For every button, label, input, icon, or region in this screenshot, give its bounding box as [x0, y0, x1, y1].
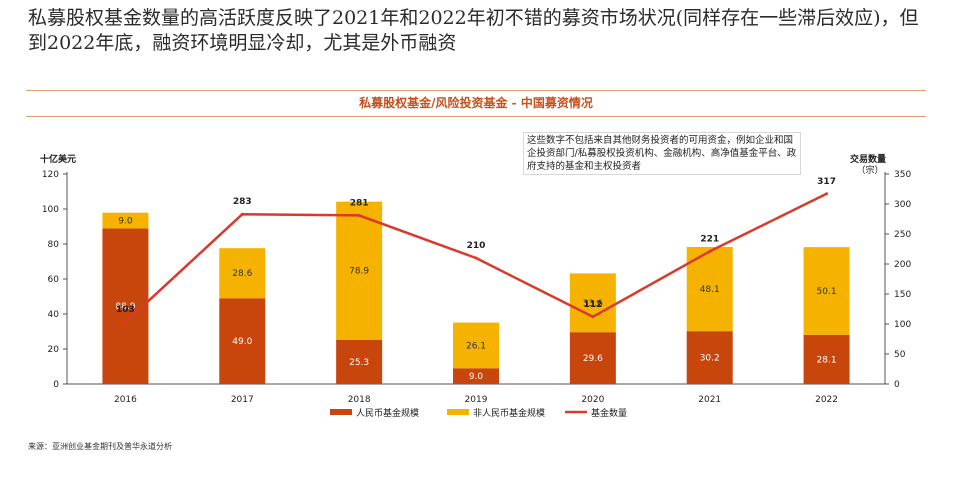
x-tick-label: 2020: [581, 395, 604, 405]
bar-non-rmb-label: 48.1: [700, 285, 720, 295]
title-rule-bottom: [26, 116, 926, 117]
left-tick-label: 60: [48, 275, 60, 285]
right-tick-label: 250: [894, 230, 911, 240]
bar-non-rmb-label: 33.6: [583, 299, 603, 309]
line-point-2018: [357, 213, 361, 217]
left-tick-label: 0: [53, 380, 59, 390]
bar-non-rmb-label: 78.9: [349, 267, 369, 277]
legend-label-0: 人民币基金规模: [356, 407, 419, 419]
bar-rmb-2021: [686, 331, 733, 384]
legend-label-1: 非人民币基金规模: [473, 407, 545, 419]
left-axis-label: 十亿美元: [40, 153, 76, 165]
bar-non-rmb-label: 50.1: [817, 287, 837, 297]
line-point-2022: [825, 192, 829, 196]
line-point-2020: [591, 315, 595, 319]
line-value-label: 283: [233, 197, 252, 207]
line-value-label: 281: [350, 198, 369, 208]
x-tick-label: 2016: [114, 395, 137, 405]
x-tick-label: 2022: [815, 395, 838, 405]
bar-rmb-label: 30.2: [700, 354, 720, 364]
bar-non-rmb-2017: [219, 248, 266, 299]
chart-note: 这些数字不包括来自其他财务投资者的可用资金，例如企业和国企投资部门/私募股权投资…: [523, 132, 801, 175]
left-tick-label: 20: [48, 345, 60, 355]
bar-rmb-label: 25.3: [349, 358, 369, 368]
right-tick-label: 200: [894, 260, 911, 270]
x-tick-label: 2021: [698, 395, 721, 405]
left-tick-label: 120: [42, 170, 59, 180]
bar-rmb-2019: [453, 368, 499, 384]
bar-non-rmb-2016: [102, 212, 149, 229]
bar-rmb-2016: [102, 228, 149, 384]
bar-non-rmb-2020: [569, 273, 616, 333]
legend-swatch-1: [447, 409, 469, 415]
bar-non-rmb-2019: [453, 322, 499, 369]
right-tick-label: 0: [894, 380, 900, 390]
right-tick-label: 150: [894, 290, 911, 300]
bar-non-rmb-label: 28.6: [232, 269, 252, 279]
chart-title: 私募股权基金/风险投资基金 - 中国募资情况: [359, 96, 593, 110]
line-value-label: 112: [583, 300, 602, 310]
line-value-label: 317: [817, 177, 836, 187]
line-point-2021: [708, 249, 712, 253]
bar-non-rmb-2018: [336, 201, 383, 340]
bar-non-rmb-2022: [803, 247, 850, 335]
right-tick-label: 100: [894, 320, 911, 330]
x-tick-label: 2018: [348, 395, 371, 405]
bar-rmb-label: 9.0: [469, 372, 484, 382]
line-point-2016: [123, 320, 127, 324]
bar-rmb-2017: [219, 298, 266, 384]
left-tick-label: 100: [42, 205, 59, 215]
title-rule-top: [26, 90, 926, 91]
bar-rmb-2018: [336, 339, 383, 384]
legend-label-2: 基金数量: [591, 407, 627, 419]
legend-swatch-0: [330, 409, 352, 415]
line-value-label: 221: [700, 234, 719, 244]
left-tick-label: 40: [48, 310, 60, 320]
bar-non-rmb-label: 9.0: [118, 217, 133, 227]
line-point-2019: [474, 256, 478, 260]
line-value-label: 103: [116, 305, 135, 315]
x-tick-label: 2017: [231, 395, 254, 405]
right-axis-label-1: 交易数量: [850, 153, 886, 165]
bar-rmb-2020: [569, 332, 616, 384]
bar-rmb-2022: [803, 334, 850, 384]
line-value-label: 210: [467, 241, 486, 251]
line-point-2017: [240, 212, 244, 216]
bar-non-rmb-label: 26.1: [466, 341, 486, 351]
bar-rmb-label: 29.6: [583, 354, 603, 364]
x-tick-label: 2019: [465, 395, 488, 405]
bar-rmb-label: 88.9: [115, 302, 135, 312]
left-tick-label: 80: [48, 240, 60, 250]
right-tick-label: 50: [894, 350, 906, 360]
source-note: 来源：亚洲创业基金期刊及普华永道分析: [28, 442, 172, 451]
bar-rmb-label: 49.0: [232, 337, 252, 347]
headline: 私募股权基金数量的高活跃度反映了2021年和2022年初不错的募资市场状况(同样…: [28, 7, 919, 54]
right-tick-label: 300: [894, 200, 911, 210]
bar-rmb-label: 28.1: [817, 355, 837, 365]
right-tick-label: 350: [894, 170, 911, 180]
right-axis-label-2: （宗）: [856, 164, 883, 176]
